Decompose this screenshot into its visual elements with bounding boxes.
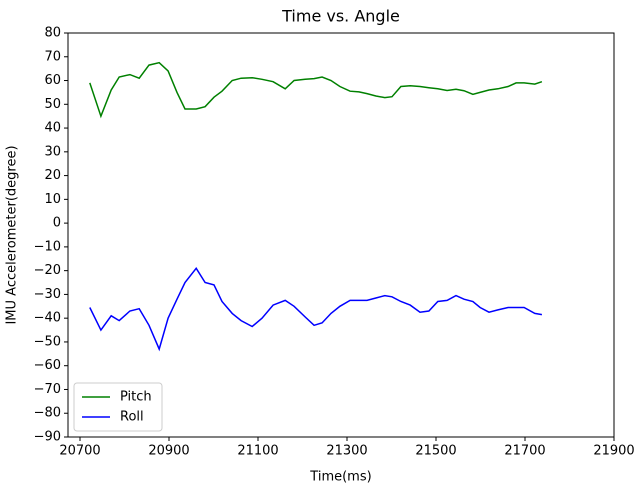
y-tick-label: −10 — [34, 239, 61, 254]
y-tick-label: 80 — [44, 26, 61, 41]
chart-title: Time vs. Angle — [281, 7, 400, 26]
line-series — [89, 266, 543, 352]
y-tick-label: 60 — [44, 73, 61, 88]
y-tick-label: 20 — [44, 168, 61, 183]
x-tick-label: 20700 — [59, 444, 100, 459]
y-axis-label: IMU Accelerometer(degree) — [5, 145, 20, 324]
legend-label: Pitch — [120, 390, 152, 405]
x-tick-label: 21100 — [237, 444, 278, 459]
y-tick-label: −70 — [34, 382, 61, 397]
y-tick-label: 0 — [53, 216, 61, 231]
y-tick-label: −20 — [34, 263, 61, 278]
line-series — [89, 61, 543, 119]
y-tick-label: −90 — [34, 430, 61, 445]
y-tick-label: 30 — [44, 144, 61, 159]
x-tick-label: 21500 — [415, 444, 456, 459]
x-tick-label: 20900 — [148, 444, 189, 459]
x-tick-label: 21900 — [593, 444, 634, 459]
plot-frame — [67, 32, 615, 438]
y-tick-label: 70 — [44, 49, 61, 64]
x-tick-label: 21700 — [504, 444, 545, 459]
x-axis-label: Time(ms) — [309, 470, 371, 485]
y-tick-label: −60 — [34, 358, 61, 373]
y-tick-label: −30 — [34, 287, 61, 302]
y-tick-label: −40 — [34, 311, 61, 326]
x-tick-label: 21300 — [326, 444, 367, 459]
legend-box — [73, 382, 163, 432]
y-tick-label: −80 — [34, 406, 61, 421]
y-tick-label: 40 — [44, 121, 61, 136]
y-tick-label: 50 — [44, 97, 61, 112]
legend-label: Roll — [120, 410, 144, 425]
y-tick-label: 10 — [44, 192, 61, 207]
y-tick-label: −50 — [34, 334, 61, 349]
